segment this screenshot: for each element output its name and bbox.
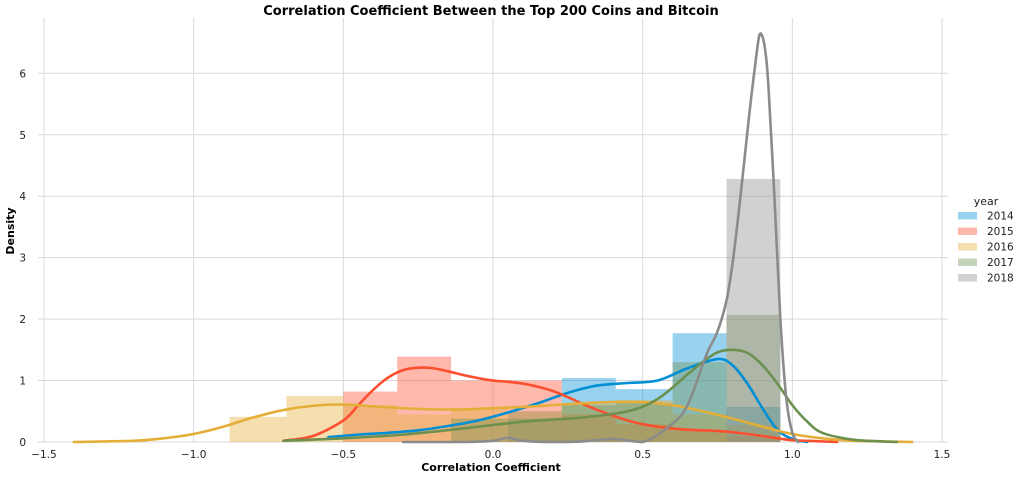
histogram-2017: [451, 314, 781, 442]
legend-swatch: [958, 274, 977, 282]
x-tick-label: −1.5: [31, 449, 57, 461]
histogram-2016: [229, 395, 781, 442]
legend-swatch: [958, 212, 977, 220]
histogram-bar: [451, 380, 508, 442]
kde-line-2016: [72, 400, 914, 444]
legend-label: 2018: [987, 273, 1014, 285]
y-tick-label: 1: [19, 376, 26, 388]
histogram-bar: [229, 416, 287, 442]
legend-swatch: [958, 258, 977, 266]
histogram-bar: [615, 389, 673, 442]
x-tick-label: 0.0: [485, 449, 502, 461]
tick-label-layer: −1.5 −1.0 −0.5 0.0 0.5 1.0 1.5 0 1 2 3 4 5 6: [19, 68, 950, 461]
histogram-bar: [726, 435, 781, 442]
histogram-bar: [507, 411, 562, 442]
y-tick-label: 5: [19, 130, 26, 142]
legend: year 2014 2015 2016 2017 2018: [958, 195, 1014, 285]
histogram-layer: [229, 178, 781, 442]
chart-title: Correlation Coefficient Between the Top …: [263, 4, 718, 19]
y-tick-label: 2: [19, 314, 26, 326]
histogram-2015: [343, 356, 781, 442]
legend-swatch: [958, 227, 977, 235]
histogram-bar: [615, 403, 673, 442]
kde-layer: [72, 32, 914, 444]
x-axis-label: Correlation Coefficient: [421, 461, 561, 474]
y-tick-label: 6: [19, 68, 26, 80]
histogram-bar: [397, 414, 452, 442]
histogram-bar: [561, 378, 616, 442]
x-tick-label: −0.5: [331, 449, 357, 461]
legend-label: 2015: [987, 226, 1014, 238]
x-tick-label: 1.5: [934, 449, 951, 461]
histogram-bar: [507, 418, 562, 442]
grid-layer: [38, 18, 948, 443]
histogram-bar: [615, 424, 673, 442]
x-tick-label: 0.5: [634, 449, 651, 461]
legend-label: 2017: [987, 257, 1014, 269]
legend-label: 2014: [987, 211, 1014, 223]
x-tick-label: −1.0: [181, 449, 207, 461]
kde-line-2014: [327, 357, 809, 444]
kde-line-2015: [282, 366, 839, 444]
histogram-bar: [726, 178, 781, 442]
kde-line-2017: [282, 348, 899, 444]
histogram-2018: [726, 178, 781, 442]
legend-swatch: [958, 243, 977, 251]
kde-line-2018: [401, 32, 800, 444]
x-tick-label: 1.0: [784, 449, 801, 461]
legend-label: 2016: [987, 242, 1014, 254]
histogram-bar: [561, 403, 616, 442]
y-tick-label: 3: [19, 253, 26, 265]
histogram-bar: [507, 411, 562, 442]
y-tick-label: 0: [19, 437, 26, 449]
legend-title: year: [974, 195, 999, 208]
y-axis-label: Density: [4, 207, 17, 254]
y-tick-label: 4: [19, 191, 26, 203]
histogram-bar: [672, 430, 727, 442]
histogram-bar: [561, 405, 616, 442]
